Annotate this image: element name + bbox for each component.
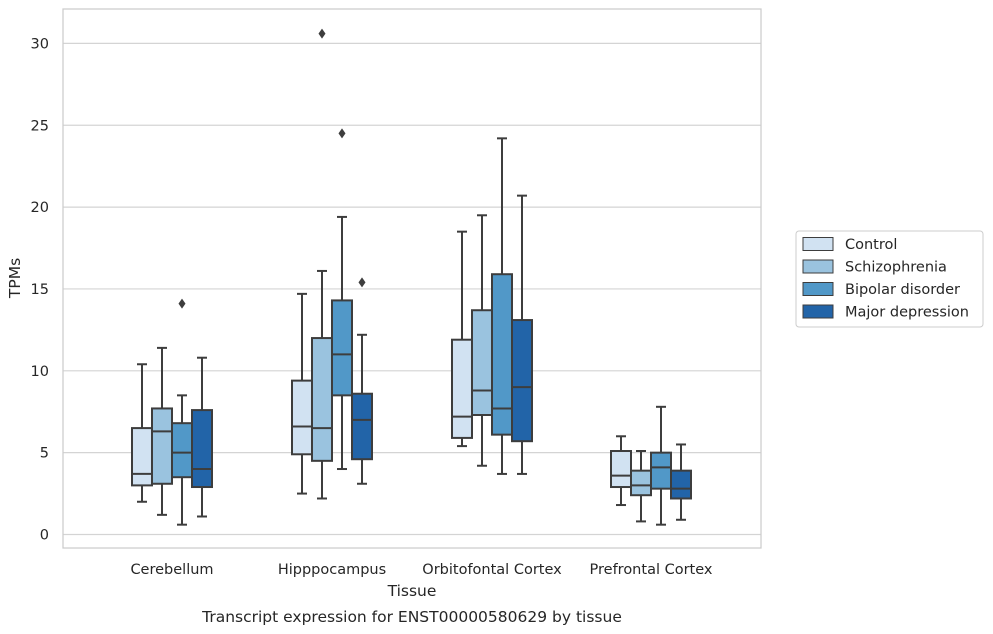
legend-label: Bipolar disorder — [845, 282, 960, 298]
legend: Control Schizophrenia Bipolar disorder Majo… — [795, 230, 984, 328]
box-bipolar-disorder-2 — [491, 137, 513, 475]
box-major-depression-1 — [351, 277, 373, 485]
box-iqr — [351, 392, 373, 461]
outlier-point — [318, 28, 326, 39]
box-major-depression-0 — [191, 356, 213, 518]
box-major-depression-3 — [670, 443, 692, 521]
box-control-3 — [610, 435, 632, 507]
box-iqr — [491, 273, 513, 436]
box-iqr — [131, 427, 153, 487]
outlier-point — [178, 298, 186, 309]
box-control-0 — [131, 363, 153, 503]
box-bipolar-disorder-1 — [331, 128, 353, 471]
box-iqr — [630, 469, 652, 497]
outlier-point — [358, 277, 366, 288]
box-iqr — [331, 299, 353, 397]
y-tick-label: 0 — [40, 528, 49, 544]
box-iqr — [471, 309, 493, 416]
y-tick-label: 20 — [31, 200, 49, 216]
box-iqr — [451, 338, 473, 439]
legend-label: Schizophrenia — [845, 260, 947, 276]
box-schizophrenia-1 — [311, 28, 333, 500]
legend-swatch — [802, 237, 834, 251]
y-tick-label: 10 — [31, 364, 49, 380]
chart-caption: Transcript expression for ENST0000058062… — [201, 608, 622, 626]
outlier-point — [338, 128, 346, 139]
y-tick-label: 30 — [31, 36, 49, 52]
box-bipolar-disorder-3 — [650, 405, 672, 526]
y-tick-labels: 0 5 10 15 20 25 30 — [31, 36, 49, 543]
legend-swatch — [802, 259, 834, 274]
box-iqr — [650, 451, 672, 490]
box-iqr — [610, 450, 632, 489]
x-tick-label: Hipppocampus — [278, 562, 386, 578]
legend-frame — [795, 230, 984, 328]
legend-swatch — [802, 282, 834, 296]
box-iqr — [511, 319, 533, 443]
box-major-depression-2 — [511, 194, 533, 475]
y-axis-label: TPMs — [6, 258, 24, 299]
y-tick-label: 5 — [40, 446, 49, 462]
x-tick-label: Prefrontal Cortex — [590, 562, 713, 578]
box-iqr — [670, 469, 692, 500]
legend-swatch — [802, 304, 834, 319]
box-iqr — [311, 337, 333, 462]
plot-frame — [62, 8, 762, 549]
x-tick-labels: Cerebellum Hipppocampus Orbitofontal Corte… — [130, 562, 712, 578]
box-bipolar-disorder-0 — [171, 298, 193, 526]
x-tick-label: Orbitofontal Cortex — [422, 562, 562, 578]
box-control-2 — [451, 230, 473, 448]
y-tick-label: 15 — [31, 282, 49, 298]
y-tick-label: 25 — [31, 118, 49, 134]
box-iqr — [291, 379, 313, 456]
box-schizophrenia-2 — [471, 214, 493, 467]
box-iqr — [151, 407, 173, 485]
x-tick-label: Cerebellum — [130, 562, 213, 578]
box-iqr — [191, 409, 213, 489]
x-axis-label: Tissue — [387, 582, 437, 600]
box-iqr — [171, 422, 193, 479]
box-groups — [131, 28, 692, 526]
legend-label: Control — [845, 237, 897, 253]
legend-label: Major depression — [845, 305, 969, 321]
